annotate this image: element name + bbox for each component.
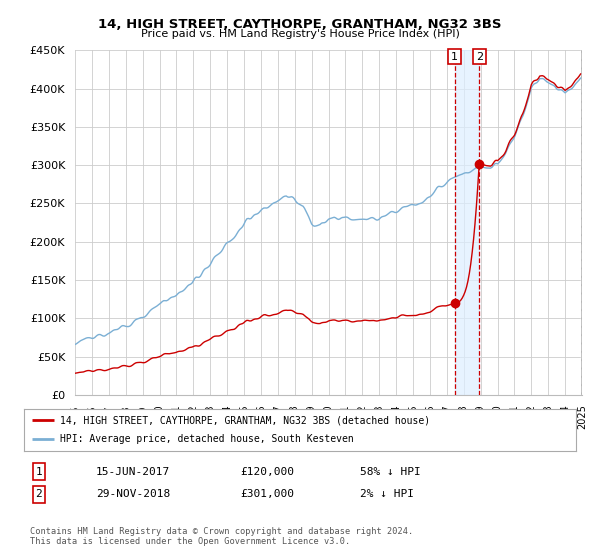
Text: Contains HM Land Registry data © Crown copyright and database right 2024.
This d: Contains HM Land Registry data © Crown c… [30, 527, 413, 546]
Text: 14, HIGH STREET, CAYTHORPE, GRANTHAM, NG32 3BS (detached house): 14, HIGH STREET, CAYTHORPE, GRANTHAM, NG… [60, 415, 430, 425]
Text: HPI: Average price, detached house, South Kesteven: HPI: Average price, detached house, Sout… [60, 435, 353, 445]
Bar [581, 50, 590, 395]
Text: 2: 2 [35, 489, 43, 500]
Text: 14, HIGH STREET, CAYTHORPE, GRANTHAM, NG32 3BS: 14, HIGH STREET, CAYTHORPE, GRANTHAM, NG… [98, 18, 502, 31]
Text: 1: 1 [35, 466, 43, 477]
Text: 1: 1 [451, 52, 458, 62]
Text: £120,000: £120,000 [240, 466, 294, 477]
Text: 58% ↓ HPI: 58% ↓ HPI [360, 466, 421, 477]
Text: 2% ↓ HPI: 2% ↓ HPI [360, 489, 414, 500]
Text: 2: 2 [476, 52, 483, 62]
Text: Price paid vs. HM Land Registry's House Price Index (HPI): Price paid vs. HM Land Registry's House … [140, 29, 460, 39]
Text: 29-NOV-2018: 29-NOV-2018 [96, 489, 170, 500]
Text: £301,000: £301,000 [240, 489, 294, 500]
Text: 15-JUN-2017: 15-JUN-2017 [96, 466, 170, 477]
Bar [455, 50, 479, 395]
Bar [581, 50, 590, 395]
